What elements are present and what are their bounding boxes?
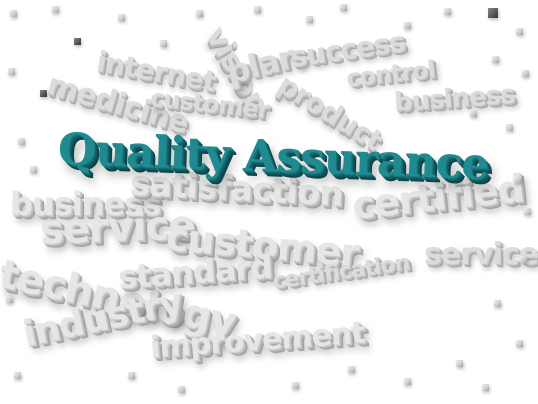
cube — [522, 70, 529, 77]
cube — [494, 300, 501, 307]
word-business: business — [393, 79, 516, 119]
cube — [404, 378, 411, 385]
cube — [52, 6, 59, 13]
cube — [196, 10, 203, 17]
cube — [404, 22, 411, 29]
headline-quality-assurance: Quality Assurance — [57, 124, 490, 191]
cube — [118, 14, 125, 21]
cube — [18, 138, 25, 145]
cube — [306, 16, 313, 23]
cube — [444, 8, 451, 15]
cube — [10, 10, 17, 17]
cube — [456, 360, 463, 367]
cube — [74, 38, 81, 45]
cube — [340, 4, 347, 11]
cube — [6, 296, 13, 303]
cube — [492, 56, 499, 63]
cube — [516, 28, 523, 35]
cube — [470, 110, 477, 117]
cube — [514, 176, 521, 183]
cube — [128, 372, 135, 379]
cube — [254, 6, 261, 13]
cube — [14, 372, 21, 379]
cube — [40, 90, 47, 97]
cube — [506, 124, 513, 131]
word-business-left: business — [10, 185, 161, 223]
cube — [520, 256, 527, 263]
cube — [482, 384, 489, 391]
cube — [178, 386, 185, 393]
cube — [348, 366, 355, 373]
cube — [488, 8, 498, 18]
cube — [160, 40, 167, 47]
word-service-right: service — [424, 237, 538, 272]
cube — [524, 208, 531, 215]
cube — [8, 68, 15, 75]
word-standard: standard — [116, 247, 274, 297]
cube — [292, 382, 299, 389]
cube — [516, 340, 523, 347]
cube — [30, 166, 37, 173]
